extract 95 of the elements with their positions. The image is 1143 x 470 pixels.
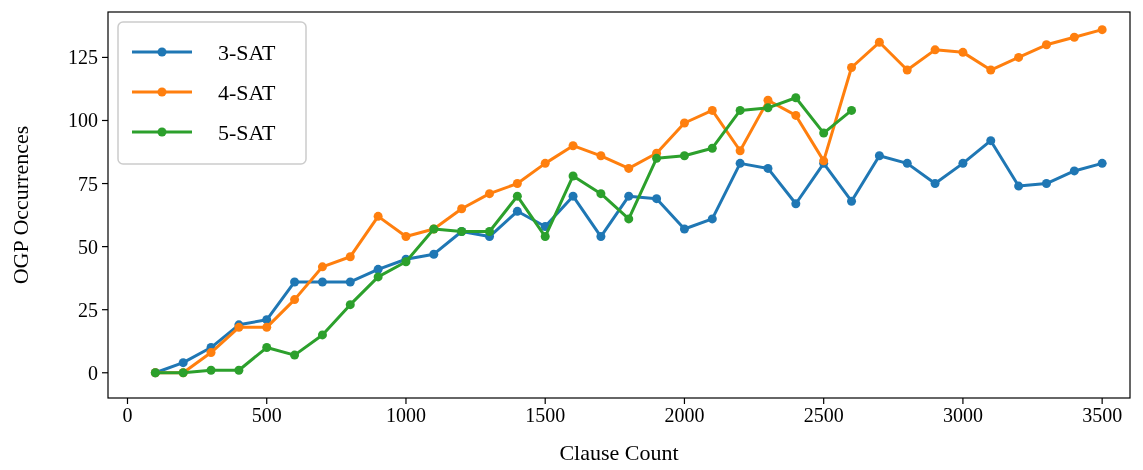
point bbox=[930, 45, 940, 55]
point bbox=[819, 128, 829, 138]
point bbox=[1014, 52, 1024, 62]
x-tick-label: 1000 bbox=[385, 404, 426, 426]
point bbox=[847, 63, 857, 72]
x-tick-label: 3000 bbox=[942, 404, 983, 426]
point bbox=[679, 118, 689, 128]
point bbox=[345, 252, 355, 262]
y-tick-label: 25 bbox=[78, 298, 98, 321]
y-tick-label: 100 bbox=[68, 109, 98, 132]
point bbox=[178, 358, 188, 368]
point bbox=[512, 179, 522, 189]
x-tick-label: 2500 bbox=[803, 404, 844, 426]
point bbox=[317, 330, 327, 340]
point bbox=[1041, 179, 1051, 189]
point bbox=[735, 158, 745, 168]
point bbox=[373, 272, 383, 282]
point bbox=[1097, 25, 1107, 35]
point bbox=[707, 105, 717, 115]
point bbox=[512, 191, 522, 201]
point bbox=[540, 158, 550, 168]
point bbox=[1069, 166, 1079, 176]
point bbox=[485, 226, 495, 236]
point bbox=[206, 348, 216, 358]
point bbox=[317, 277, 327, 287]
legend-label: 3-SAT bbox=[218, 39, 277, 65]
point bbox=[874, 151, 884, 161]
point bbox=[847, 196, 857, 206]
point bbox=[373, 264, 383, 274]
y-tick-label: 50 bbox=[78, 235, 98, 258]
point bbox=[512, 206, 522, 216]
point bbox=[485, 189, 495, 199]
point bbox=[345, 300, 355, 310]
x-tick-label: 2000 bbox=[664, 404, 705, 426]
point bbox=[1041, 40, 1051, 50]
point bbox=[596, 189, 606, 199]
point bbox=[791, 93, 801, 103]
point bbox=[735, 105, 745, 115]
point bbox=[791, 199, 801, 209]
y-tick-label: 125 bbox=[68, 46, 98, 69]
point bbox=[317, 262, 327, 272]
x-axis-title: Clause Count bbox=[559, 440, 679, 465]
point bbox=[290, 277, 300, 287]
point bbox=[930, 179, 940, 189]
y-axis-title: OGP Occurrences bbox=[8, 125, 33, 285]
point bbox=[1097, 158, 1107, 168]
point bbox=[401, 232, 411, 242]
point bbox=[652, 153, 662, 163]
point bbox=[763, 163, 773, 173]
x-tick-label: 500 bbox=[251, 404, 282, 426]
point bbox=[262, 322, 272, 332]
point bbox=[624, 214, 634, 224]
point bbox=[735, 146, 745, 156]
point bbox=[457, 204, 467, 214]
x-tick-label: 3500 bbox=[1082, 404, 1123, 426]
y-tick-label: 75 bbox=[78, 172, 98, 195]
point bbox=[986, 65, 996, 75]
point bbox=[290, 350, 300, 360]
point bbox=[290, 295, 300, 305]
point bbox=[763, 103, 773, 113]
x-tick-label: 1500 bbox=[525, 404, 566, 426]
point bbox=[707, 214, 717, 224]
point bbox=[206, 365, 216, 375]
point bbox=[429, 249, 439, 259]
point bbox=[234, 365, 244, 375]
point bbox=[540, 232, 550, 242]
point bbox=[345, 277, 355, 287]
point bbox=[624, 163, 634, 173]
point bbox=[679, 151, 689, 161]
point bbox=[568, 141, 578, 151]
point bbox=[568, 191, 578, 201]
legend-label: 5-SAT bbox=[218, 119, 277, 145]
point bbox=[596, 151, 606, 161]
point bbox=[902, 158, 912, 168]
point bbox=[262, 315, 272, 325]
point bbox=[679, 224, 689, 234]
y-tick-label: 0 bbox=[88, 361, 98, 384]
point bbox=[373, 211, 383, 221]
x-tick-label: 0 bbox=[122, 404, 133, 426]
point bbox=[958, 158, 968, 168]
point bbox=[568, 171, 578, 181]
point bbox=[596, 232, 606, 242]
legend-label: 4-SAT bbox=[218, 79, 277, 105]
point bbox=[902, 65, 912, 75]
point bbox=[1069, 32, 1079, 42]
point bbox=[262, 343, 272, 353]
point bbox=[791, 110, 801, 120]
point bbox=[958, 47, 968, 57]
point bbox=[707, 143, 717, 153]
point bbox=[847, 105, 857, 115]
point bbox=[652, 194, 662, 204]
point bbox=[624, 191, 634, 201]
point bbox=[1014, 181, 1024, 191]
point bbox=[986, 136, 996, 146]
point bbox=[874, 37, 884, 47]
